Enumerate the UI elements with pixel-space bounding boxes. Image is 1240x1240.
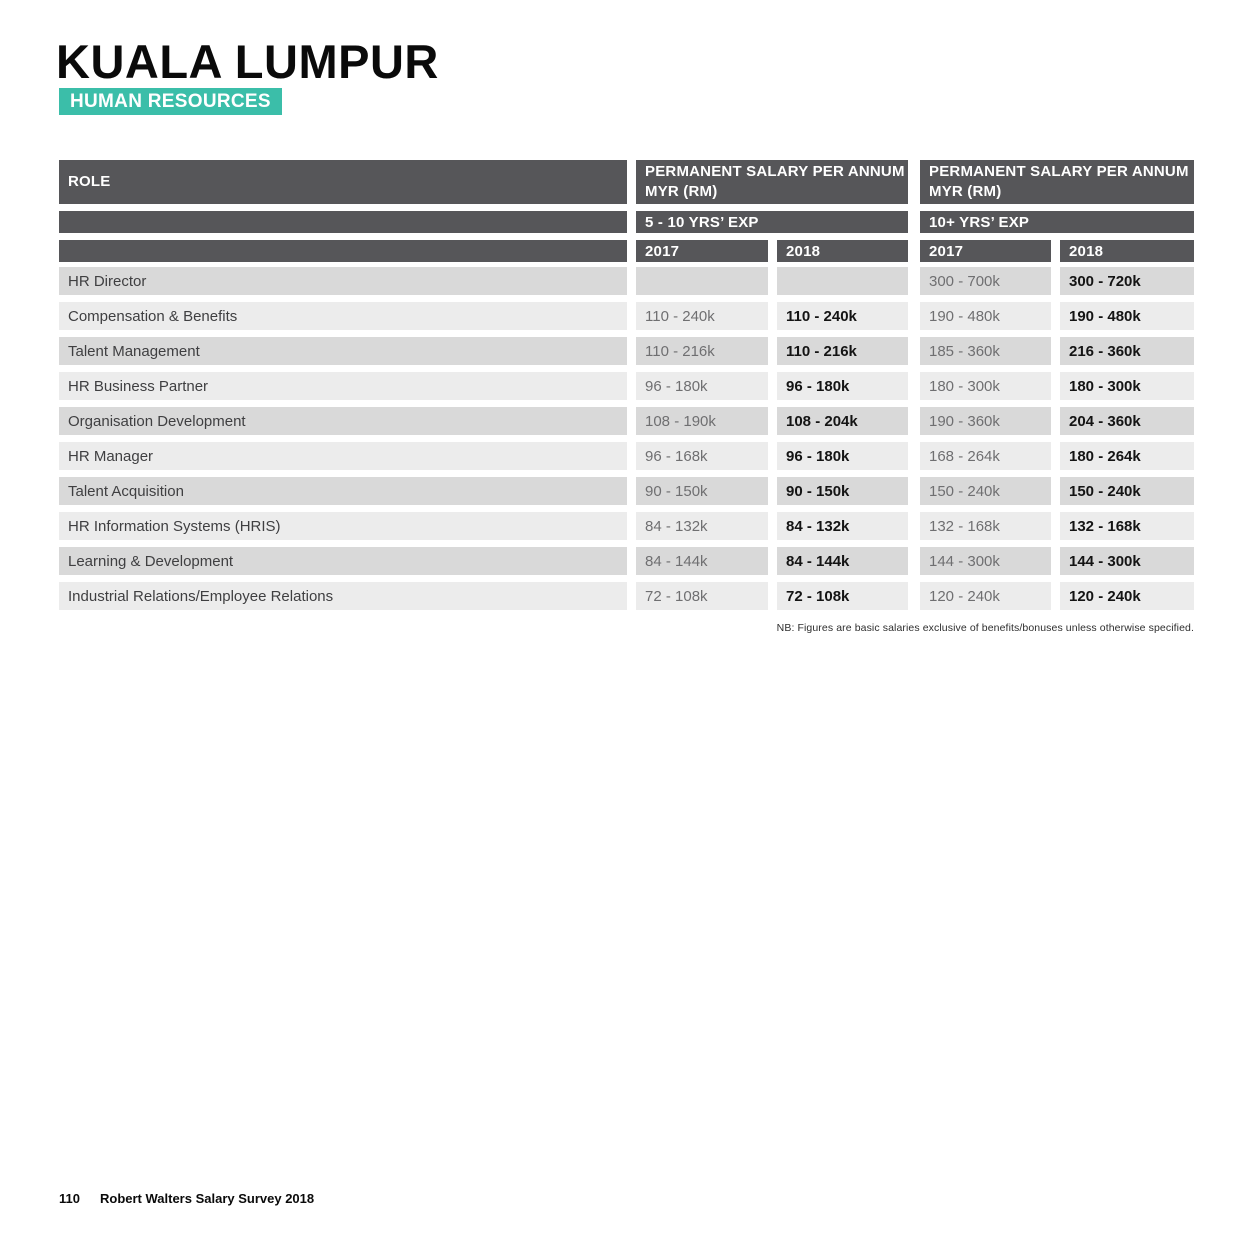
category-badge: HUMAN RESOURCES bbox=[59, 88, 282, 115]
value-cell: 185 - 360k bbox=[920, 337, 1051, 365]
table-body: HR Director 300 - 700k 300 - 720k Compen… bbox=[59, 267, 1194, 610]
value-cell: 110 - 240k bbox=[777, 302, 908, 330]
value-cell: 190 - 360k bbox=[920, 407, 1051, 435]
value-cell: 84 - 144k bbox=[636, 547, 768, 575]
value-cell bbox=[636, 267, 768, 295]
value-cell bbox=[777, 267, 908, 295]
value-cell: 72 - 108k bbox=[777, 582, 908, 610]
value-cell: 96 - 180k bbox=[777, 442, 908, 470]
salary-group-header-1: PERMANENT SALARY PER ANNUM MYR (RM) bbox=[636, 160, 908, 204]
value-cell: 132 - 168k bbox=[920, 512, 1051, 540]
value-cell: 84 - 132k bbox=[636, 512, 768, 540]
year-header-2017-b: 2017 bbox=[920, 240, 1051, 262]
page-footer: 110 Robert Walters Salary Survey 2018 bbox=[59, 1191, 314, 1206]
value-cell: 144 - 300k bbox=[1060, 547, 1194, 575]
role-cell: HR Manager bbox=[59, 442, 627, 470]
value-cell: 96 - 180k bbox=[636, 372, 768, 400]
value-cell: 180 - 264k bbox=[1060, 442, 1194, 470]
page-title: KUALA LUMPUR bbox=[56, 35, 439, 88]
value-cell: 204 - 360k bbox=[1060, 407, 1194, 435]
value-cell: 300 - 720k bbox=[1060, 267, 1194, 295]
salary-table: ROLE PERMANENT SALARY PER ANNUM MYR (RM)… bbox=[59, 160, 1194, 617]
value-cell: 190 - 480k bbox=[920, 302, 1051, 330]
table-row: Learning & Development 84 - 144k 84 - 14… bbox=[59, 547, 1194, 575]
table-header-row-main: ROLE PERMANENT SALARY PER ANNUM MYR (RM)… bbox=[59, 160, 1194, 204]
role-cell: Industrial Relations/Employee Relations bbox=[59, 582, 627, 610]
value-cell: 144 - 300k bbox=[920, 547, 1051, 575]
table-row: HR Business Partner 96 - 180k 96 - 180k … bbox=[59, 372, 1194, 400]
table-row: HR Director 300 - 700k 300 - 720k bbox=[59, 267, 1194, 295]
value-cell: 96 - 180k bbox=[777, 372, 908, 400]
value-cell: 90 - 150k bbox=[777, 477, 908, 505]
role-cell: Learning & Development bbox=[59, 547, 627, 575]
role-cell: HR Information Systems (HRIS) bbox=[59, 512, 627, 540]
table-row: HR Information Systems (HRIS) 84 - 132k … bbox=[59, 512, 1194, 540]
value-cell: 120 - 240k bbox=[920, 582, 1051, 610]
table-row: Industrial Relations/Employee Relations … bbox=[59, 582, 1194, 610]
table-header-row-experience: 5 - 10 YRS’ EXP 10+ YRS’ EXP bbox=[59, 211, 1194, 233]
value-cell: 110 - 216k bbox=[777, 337, 908, 365]
table-header-row-years: 2017 2018 2017 2018 bbox=[59, 240, 1194, 262]
value-cell: 180 - 300k bbox=[920, 372, 1051, 400]
table-row: Talent Management 110 - 216k 110 - 216k … bbox=[59, 337, 1194, 365]
role-column-header: ROLE bbox=[59, 160, 627, 204]
value-cell: 110 - 240k bbox=[636, 302, 768, 330]
value-cell: 72 - 108k bbox=[636, 582, 768, 610]
table-row: Talent Acquisition 90 - 150k 90 - 150k 1… bbox=[59, 477, 1194, 505]
value-cell: 108 - 204k bbox=[777, 407, 908, 435]
value-cell: 180 - 300k bbox=[1060, 372, 1194, 400]
value-cell: 150 - 240k bbox=[920, 477, 1051, 505]
table-row: Compensation & Benefits 110 - 240k 110 -… bbox=[59, 302, 1194, 330]
year-header-2018-b: 2018 bbox=[1060, 240, 1194, 262]
value-cell: 300 - 700k bbox=[920, 267, 1051, 295]
table-row: Organisation Development 108 - 190k 108 … bbox=[59, 407, 1194, 435]
year-header-2018-a: 2018 bbox=[777, 240, 908, 262]
value-cell: 84 - 144k bbox=[777, 547, 908, 575]
value-cell: 84 - 132k bbox=[777, 512, 908, 540]
value-cell: 108 - 190k bbox=[636, 407, 768, 435]
value-cell: 110 - 216k bbox=[636, 337, 768, 365]
footer-label: Robert Walters Salary Survey 2018 bbox=[99, 1191, 315, 1206]
value-cell: 96 - 168k bbox=[636, 442, 768, 470]
role-cell: Talent Management bbox=[59, 337, 627, 365]
role-cell: HR Business Partner bbox=[59, 372, 627, 400]
value-cell: 216 - 360k bbox=[1060, 337, 1194, 365]
value-cell: 120 - 240k bbox=[1060, 582, 1194, 610]
value-cell: 150 - 240k bbox=[1060, 477, 1194, 505]
salary-group-header-2: PERMANENT SALARY PER ANNUM MYR (RM) bbox=[920, 160, 1194, 204]
year-header-2017-a: 2017 bbox=[636, 240, 768, 262]
value-cell: 132 - 168k bbox=[1060, 512, 1194, 540]
role-cell: Compensation & Benefits bbox=[59, 302, 627, 330]
value-cell: 190 - 480k bbox=[1060, 302, 1194, 330]
experience-header-2: 10+ YRS’ EXP bbox=[920, 211, 1194, 233]
page-number: 110 bbox=[59, 1191, 80, 1206]
role-cell: Talent Acquisition bbox=[59, 477, 627, 505]
role-cell: Organisation Development bbox=[59, 407, 627, 435]
role-cell: HR Director bbox=[59, 267, 627, 295]
footnote: NB: Figures are basic salaries exclusive… bbox=[776, 622, 1194, 634]
role-column-spacer-bar bbox=[59, 211, 627, 233]
role-column-spacer-bar bbox=[59, 240, 627, 262]
value-cell: 168 - 264k bbox=[920, 442, 1051, 470]
table-row: HR Manager 96 - 168k 96 - 180k 168 - 264… bbox=[59, 442, 1194, 470]
experience-header-1: 5 - 10 YRS’ EXP bbox=[636, 211, 908, 233]
value-cell: 90 - 150k bbox=[636, 477, 768, 505]
